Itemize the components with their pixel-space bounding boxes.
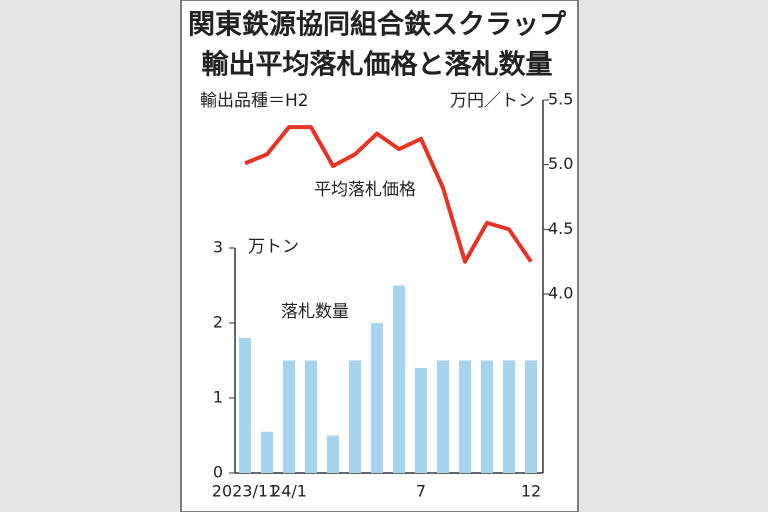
bar — [437, 360, 449, 473]
bar — [283, 360, 295, 473]
chart-title: 関東鉄源協同組合鉄スクラップ — [188, 9, 567, 41]
bar — [525, 360, 537, 473]
bar — [459, 360, 471, 473]
bar — [393, 285, 405, 473]
y2-tick-label: 5.0 — [548, 154, 573, 173]
x-tick-label: 12 — [521, 482, 541, 501]
y2-tick-label: 5.5 — [548, 90, 573, 109]
series-label: 平均落札価格 — [314, 180, 416, 200]
x-tick-label: 24/1 — [271, 482, 307, 501]
bar — [349, 360, 361, 473]
line — [244, 125, 533, 264]
bar — [261, 431, 273, 473]
subtitle: 輸出品種＝H2 — [200, 91, 309, 111]
y2-axis-label: 万円／トン — [450, 91, 535, 111]
x-tick-label: 7 — [416, 482, 426, 501]
chart-title: 輸出平均落札価格と落札数量 — [202, 49, 553, 81]
bar — [239, 338, 251, 473]
bar — [327, 435, 339, 473]
y2-tick-label: 4.5 — [548, 219, 573, 238]
bar — [415, 368, 427, 473]
y2-tick-label: 4.0 — [548, 284, 573, 303]
series-label: 落札数量 — [281, 302, 349, 322]
bar — [503, 360, 515, 473]
y-tick-label: 3 — [213, 238, 223, 257]
x-tick-label: 2023/11 — [212, 482, 278, 501]
y-axis-label: 万トン — [248, 237, 299, 257]
y-tick-label: 1 — [213, 388, 223, 407]
bar — [371, 323, 383, 473]
y-tick-label: 0 — [213, 463, 223, 482]
bar — [481, 360, 493, 473]
bar — [305, 360, 317, 473]
y-tick-label: 2 — [213, 313, 223, 332]
